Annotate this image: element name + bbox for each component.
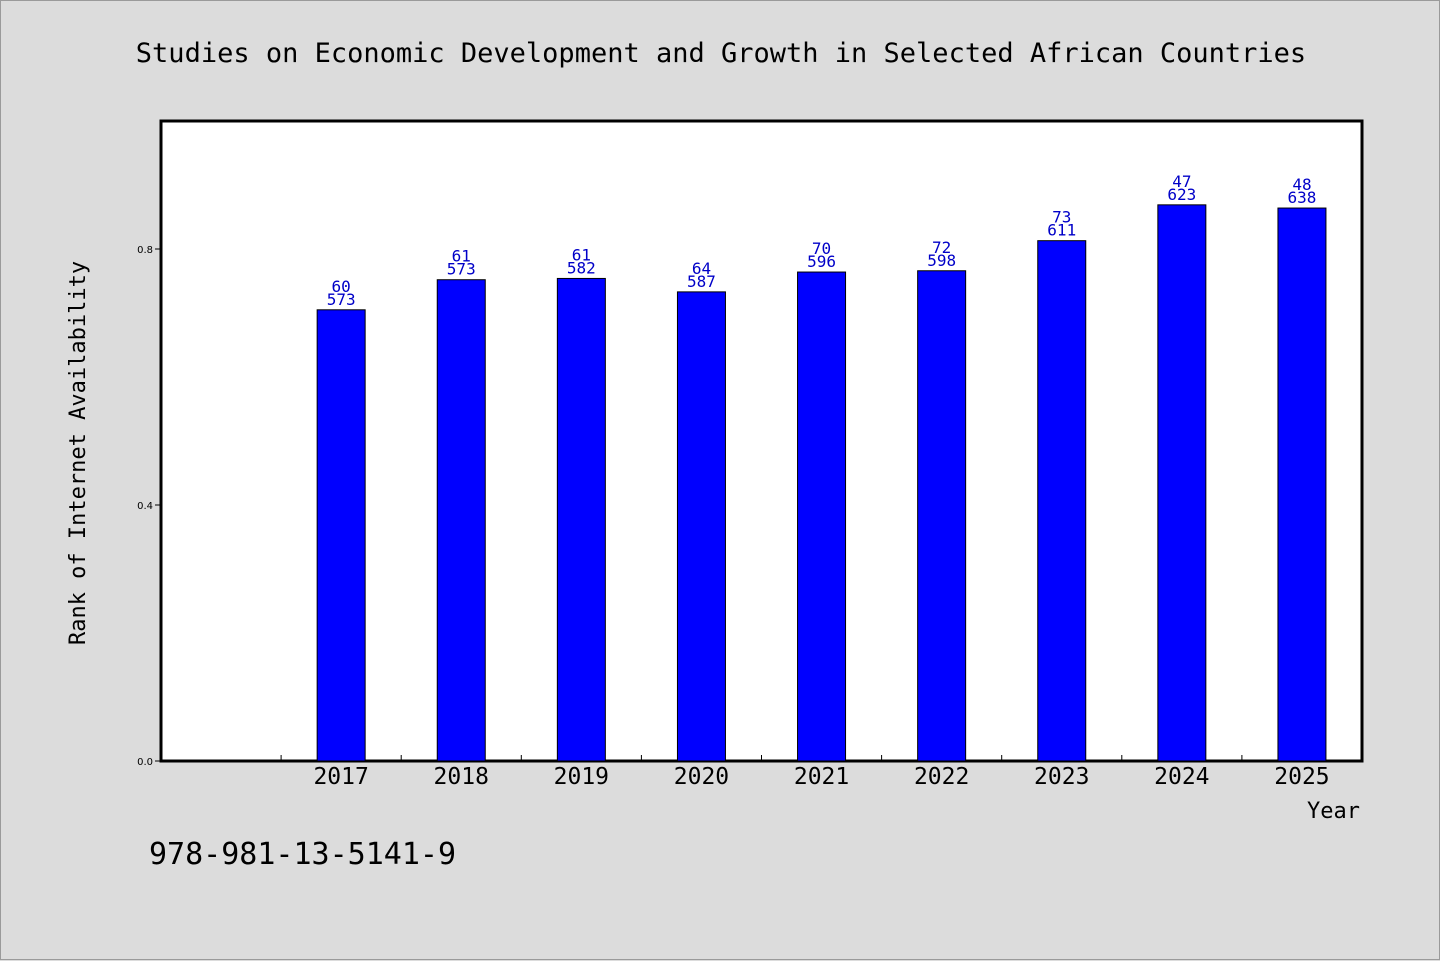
x-tick-label: 2025 [1274,764,1329,790]
footer-identifier: 978-981-13-5141-9 [149,837,456,872]
data-label-upper: 73 [1052,208,1071,227]
bar-2022 [917,270,967,762]
bar-2019 [556,277,606,762]
x-tick-label: 2024 [1154,764,1209,790]
data-label-lower: 573 [447,260,476,279]
x-tick-label: 2018 [434,764,489,790]
data-label-upper: 48 [1292,175,1311,194]
y-tick-label: 0.0 [137,757,153,768]
data-label-lower: 638 [1287,188,1316,207]
x-tick-label: 2019 [554,764,609,790]
bar-2018 [436,279,486,762]
y-axis-label: Rank of Internet Availability [66,261,91,645]
chart-title: Studies on Economic Development and Grow… [136,38,1306,69]
data-label-lower: 611 [1047,221,1076,240]
data-label-lower: 596 [807,252,836,271]
x-axis-label: Year [1307,799,1360,824]
data-label-upper: 64 [692,259,711,278]
x-tick-label: 2021 [794,764,849,790]
data-label-upper: 60 [332,277,351,296]
bar-2017 [316,309,366,762]
data-label-upper: 61 [572,245,591,264]
data-label-upper: 72 [932,238,951,257]
bar-2023 [1037,240,1087,762]
x-tick-label: 2017 [313,764,368,790]
y-tick-label: 0.8 [137,245,153,256]
data-label-lower: 573 [327,290,356,309]
x-tick-label: 2020 [674,764,729,790]
x-tick-label: 2023 [1034,764,1089,790]
bar-2025 [1277,207,1327,762]
axis-ticks: 0.0 0.4 0.8 2017 2018 2019 2020 2021 2022 2023 202… [137,245,1330,790]
y-tick-label: 0.4 [137,501,153,512]
x-tick-label: 2022 [914,764,969,790]
data-label-lower: 598 [927,251,956,270]
bar-2021 [797,271,847,762]
data-label-lower: 623 [1167,185,1196,204]
data-label-upper: 61 [452,247,471,266]
data-label-lower: 582 [567,258,596,277]
bar-2020 [676,291,726,762]
data-label-upper: 47 [1172,172,1191,191]
data-label-lower: 587 [687,272,716,291]
data-label-upper: 70 [812,239,831,258]
bar-2024 [1157,204,1207,762]
bars-group [316,204,1327,762]
